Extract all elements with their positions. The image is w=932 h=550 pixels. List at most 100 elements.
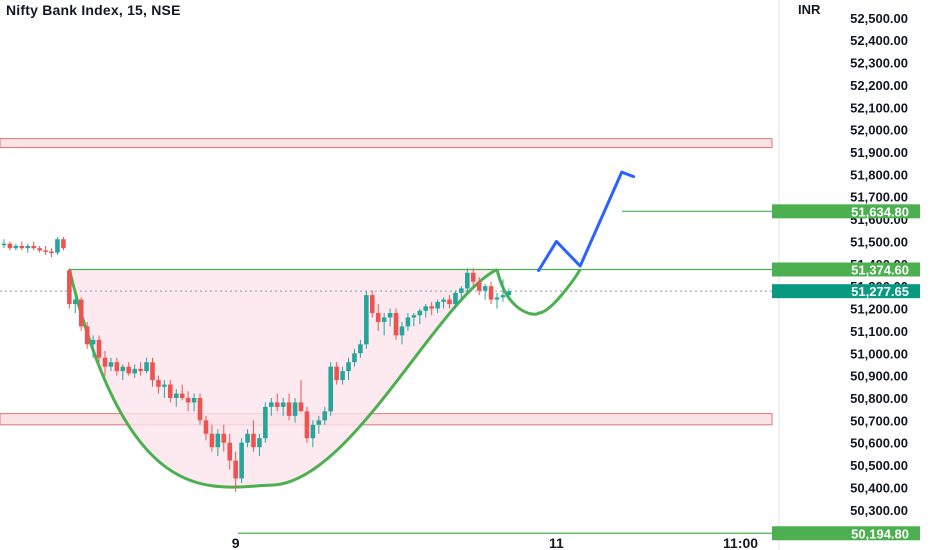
- candle[interactable]: [227, 433, 233, 470]
- candle[interactable]: [280, 397, 286, 416]
- candle[interactable]: [7, 241, 13, 251]
- candle[interactable]: [387, 308, 393, 327]
- candle[interactable]: [465, 268, 470, 293]
- candle[interactable]: [13, 243, 19, 251]
- candle[interactable]: [447, 295, 452, 309]
- candle[interactable]: [340, 366, 345, 385]
- candle[interactable]: [185, 391, 191, 412]
- candle[interactable]: [221, 424, 227, 452]
- candle[interactable]: [126, 362, 132, 376]
- candle[interactable]: [203, 415, 209, 441]
- candle[interactable]: [417, 308, 423, 325]
- candle-body: [381, 317, 387, 322]
- candle[interactable]: [411, 313, 417, 327]
- candle[interactable]: [37, 245, 42, 253]
- candle[interactable]: [352, 348, 357, 367]
- candle[interactable]: [102, 351, 108, 376]
- candle[interactable]: [31, 241, 36, 251]
- candle[interactable]: [233, 451, 238, 492]
- candle[interactable]: [429, 301, 434, 316]
- support-zone[interactable]: [0, 413, 773, 426]
- candle[interactable]: [96, 335, 102, 363]
- candle[interactable]: [138, 362, 143, 376]
- handle-curve[interactable]: [495, 268, 582, 316]
- candle-body: [90, 339, 96, 345]
- candle[interactable]: [399, 321, 405, 345]
- candle[interactable]: [72, 295, 78, 314]
- candle[interactable]: [245, 429, 250, 448]
- candle[interactable]: [435, 299, 440, 314]
- candle[interactable]: [191, 393, 197, 412]
- candle[interactable]: [179, 384, 185, 401]
- candle[interactable]: [67, 268, 72, 309]
- candle[interactable]: [453, 290, 458, 309]
- candle[interactable]: [173, 389, 179, 407]
- candle[interactable]: [459, 286, 464, 300]
- candle[interactable]: [405, 313, 411, 331]
- candle[interactable]: [375, 304, 381, 331]
- neckline-price-label[interactable]: 51,374.60: [772, 262, 920, 278]
- candle[interactable]: [263, 402, 268, 443]
- candle[interactable]: [364, 290, 369, 349]
- candle[interactable]: [304, 406, 310, 443]
- target-price-label[interactable]: 51,634.80: [772, 204, 920, 219]
- candle[interactable]: [346, 357, 351, 381]
- candle[interactable]: [269, 397, 274, 416]
- candle[interactable]: [49, 248, 54, 258]
- candle[interactable]: [43, 245, 48, 255]
- stop-price-label[interactable]: 50,194.80: [772, 526, 920, 541]
- candle[interactable]: [55, 236, 60, 255]
- candle[interactable]: [25, 243, 31, 253]
- candle[interactable]: [470, 268, 476, 287]
- candle-body: [7, 243, 13, 249]
- candle[interactable]: [441, 297, 446, 309]
- projection-path[interactable]: [537, 170, 636, 273]
- candle[interactable]: [215, 429, 221, 457]
- candle[interactable]: [251, 420, 256, 452]
- candle[interactable]: [257, 433, 262, 457]
- candle[interactable]: [90, 335, 96, 358]
- candle[interactable]: [144, 357, 149, 374]
- candle[interactable]: [120, 364, 126, 381]
- candle[interactable]: [393, 308, 399, 340]
- candle[interactable]: [209, 424, 215, 452]
- candle[interactable]: [61, 236, 66, 251]
- candle[interactable]: [114, 357, 120, 376]
- candle[interactable]: [322, 406, 328, 425]
- candle[interactable]: [298, 380, 304, 412]
- candle[interactable]: [423, 304, 429, 318]
- candle[interactable]: [494, 292, 500, 309]
- candle[interactable]: [239, 438, 244, 483]
- resistance-zone[interactable]: [0, 138, 773, 149]
- candle[interactable]: [488, 281, 494, 305]
- candle[interactable]: [369, 290, 375, 318]
- candle[interactable]: [274, 393, 280, 412]
- candle[interactable]: [108, 357, 114, 372]
- candle[interactable]: [292, 397, 298, 423]
- candle[interactable]: [310, 420, 316, 448]
- candle[interactable]: [132, 364, 137, 378]
- candle[interactable]: [476, 277, 482, 296]
- candle[interactable]: [500, 279, 506, 302]
- candle[interactable]: [19, 241, 25, 251]
- candle[interactable]: [162, 380, 167, 398]
- cup-curve[interactable]: [67, 268, 498, 489]
- candle[interactable]: [506, 288, 512, 298]
- candle[interactable]: [78, 297, 84, 331]
- candle[interactable]: [150, 357, 155, 387]
- candle[interactable]: [286, 393, 292, 421]
- current-price-label[interactable]: 51,277.65: [772, 284, 920, 299]
- candle[interactable]: [328, 362, 333, 416]
- candle[interactable]: [358, 339, 363, 358]
- candle-body: [304, 411, 310, 439]
- candle[interactable]: [197, 393, 203, 425]
- candle[interactable]: [482, 283, 488, 300]
- candle[interactable]: [84, 321, 90, 349]
- candle[interactable]: [316, 415, 322, 434]
- candle[interactable]: [381, 313, 387, 336]
- candle[interactable]: [334, 362, 339, 385]
- candle[interactable]: [1, 239, 7, 249]
- candle[interactable]: [156, 375, 161, 394]
- candle[interactable]: [168, 380, 173, 403]
